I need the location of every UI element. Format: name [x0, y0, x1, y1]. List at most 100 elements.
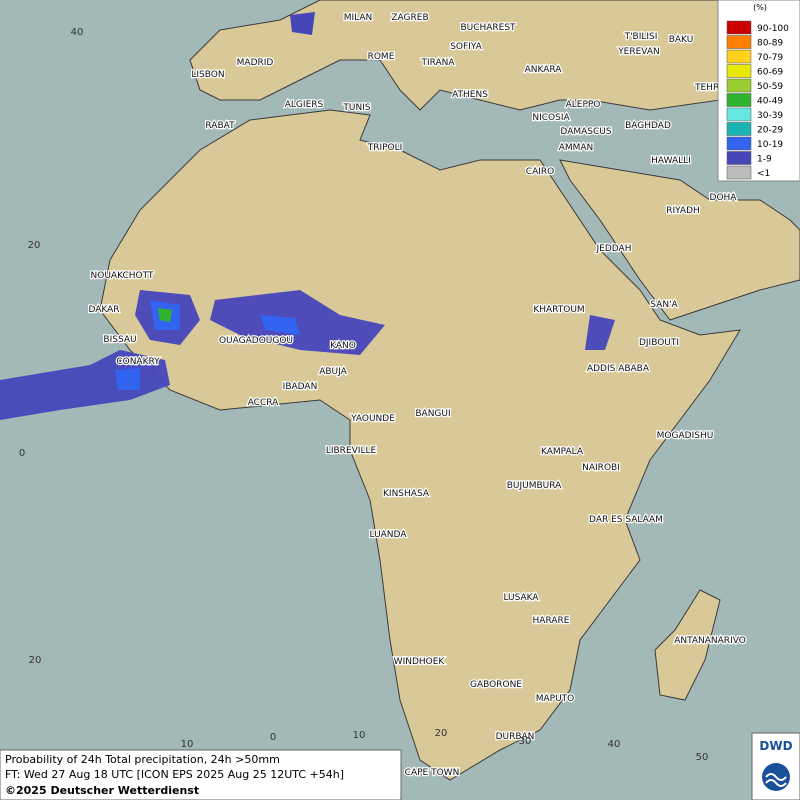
city-label: CONAKRY — [116, 357, 160, 367]
city-label: NOUAKCHOTT — [91, 271, 154, 281]
city-label: MADRID — [237, 58, 274, 68]
city-label: SAN'A — [650, 300, 678, 310]
city-label: LUANDA — [370, 530, 408, 540]
city-label: BISSAU — [103, 335, 136, 345]
legend-swatch — [726, 165, 752, 180]
city-label: ANKARA — [525, 65, 563, 75]
labels: MILAN ZAGREB BUCHAREST T'BILISI BAKU ROME SOFI… — [19, 12, 747, 780]
city-label: KANO — [330, 341, 356, 351]
city-label: ROME — [368, 52, 395, 62]
legend-label: 80-89 — [757, 39, 783, 49]
city-label: TRIPOLI — [367, 143, 403, 153]
legend-label: 60-69 — [757, 68, 783, 78]
legend-items: 90-100 80-89 70-79 60-69 50-59 40-49 30-39 20-2… — [726, 20, 789, 180]
city-label: BUCHAREST — [460, 23, 516, 33]
city-label: ZAGREB — [391, 13, 428, 23]
city-label: WINDHOEK — [394, 657, 446, 667]
legend-swatch — [726, 107, 752, 122]
legend: (%) 90-100 80-89 70-79 60-69 50-59 40-49 30-39… — [717, 0, 800, 182]
legend-label: 30-39 — [757, 111, 783, 121]
city-label: BUJUMBURA — [507, 481, 562, 491]
city-label: MILAN — [344, 13, 373, 23]
legend-label: 50-59 — [757, 82, 783, 92]
footer-line: Probability of 24h Total precipitation, … — [5, 753, 280, 766]
legend-label: 10-19 — [757, 140, 783, 150]
city-label: CAPE TOWN — [405, 768, 460, 778]
legend-swatch — [726, 35, 752, 49]
city-label: T'BILISI — [624, 32, 658, 42]
city-label: RIYADH — [666, 206, 700, 216]
city-label: DAMASCUS — [560, 127, 611, 137]
city-label: LUSAKA — [503, 593, 539, 603]
grid-label: 20 — [29, 655, 42, 666]
city-label: NICOSIA — [532, 113, 570, 123]
precip-area — [210, 290, 385, 355]
city-label: AMMAN — [559, 143, 594, 153]
city-label: ALEPPO — [566, 100, 601, 110]
land — [99, 0, 800, 781]
city-label: ATHENS — [452, 90, 488, 100]
legend-swatch — [726, 49, 752, 64]
city-label: ANTANANARIVO — [674, 636, 746, 646]
legend-label: 90-100 — [757, 24, 789, 34]
city-label: KINSHASA — [383, 489, 430, 499]
logo-waves — [765, 773, 787, 787]
city-label: BANGUI — [415, 409, 450, 419]
city-label: ADDIS ABABA — [587, 364, 650, 374]
precip-area — [0, 350, 170, 420]
city-label: TIRANA — [420, 58, 455, 68]
legend-title: (%) — [753, 3, 767, 12]
logo: DWD — [751, 732, 800, 801]
city-label: LIBREVILLE — [326, 446, 377, 456]
legend-swatch — [726, 64, 752, 78]
grid-label: 10 — [353, 730, 366, 741]
city-label: KAMPALA — [541, 447, 584, 457]
footer-line: ©2025 Deutscher Wetterdienst — [5, 784, 199, 797]
precip-area — [290, 12, 315, 35]
city-label: GABORONE — [470, 680, 522, 690]
city-label: DAKAR — [88, 305, 119, 315]
city-label: YAOUNDE — [350, 414, 395, 424]
legend-label: 70-79 — [757, 53, 783, 63]
precipitation — [0, 12, 615, 420]
legend-swatch — [726, 136, 752, 151]
city-label: MOGADISHU — [657, 431, 714, 441]
africa — [99, 109, 741, 781]
legend-swatch — [726, 93, 752, 107]
precip-area — [115, 368, 140, 390]
arabia — [559, 159, 800, 321]
city-label: HAWALLI — [651, 156, 691, 166]
logo-text: DWD — [759, 739, 792, 753]
europe — [189, 0, 721, 111]
legend-label: 40-49 — [757, 97, 783, 107]
city-label: HARARE — [533, 616, 570, 626]
grid-label: 0 — [19, 448, 25, 459]
city-label: DJIBOUTI — [639, 338, 679, 348]
legend-swatch — [726, 122, 752, 136]
precip-area — [158, 308, 172, 322]
city-label: BAGHDAD — [625, 121, 671, 131]
city-label: DAR ES SALAAM — [589, 515, 663, 525]
grid-label: 40 — [71, 27, 84, 38]
city-label: RABAT — [205, 121, 235, 131]
legend-label: 20-29 — [757, 126, 783, 136]
city-label: NAIROBI — [582, 463, 620, 473]
footer-line: FT: Wed 27 Aug 18 UTC [ICON EPS 2025 Aug… — [5, 768, 344, 781]
grid-label: 20 — [28, 240, 41, 251]
city-label: JEDDAH — [596, 244, 632, 254]
city-label: MAPUTO — [536, 694, 575, 704]
city-label: CAIRO — [526, 167, 554, 177]
city-label: ACCRA — [248, 398, 279, 408]
city-label: SOFIYA — [450, 42, 482, 52]
city-label: DOHA — [710, 193, 738, 203]
grid-label: 50 — [696, 752, 709, 763]
legend-swatch — [726, 151, 752, 165]
city-label: YEREVAN — [617, 47, 660, 57]
city-label: TUNIS — [342, 103, 370, 113]
precip-area — [260, 315, 300, 335]
city-label: ABUJA — [319, 367, 347, 377]
legend-swatch — [726, 20, 752, 35]
city-label: IBADAN — [283, 382, 318, 392]
